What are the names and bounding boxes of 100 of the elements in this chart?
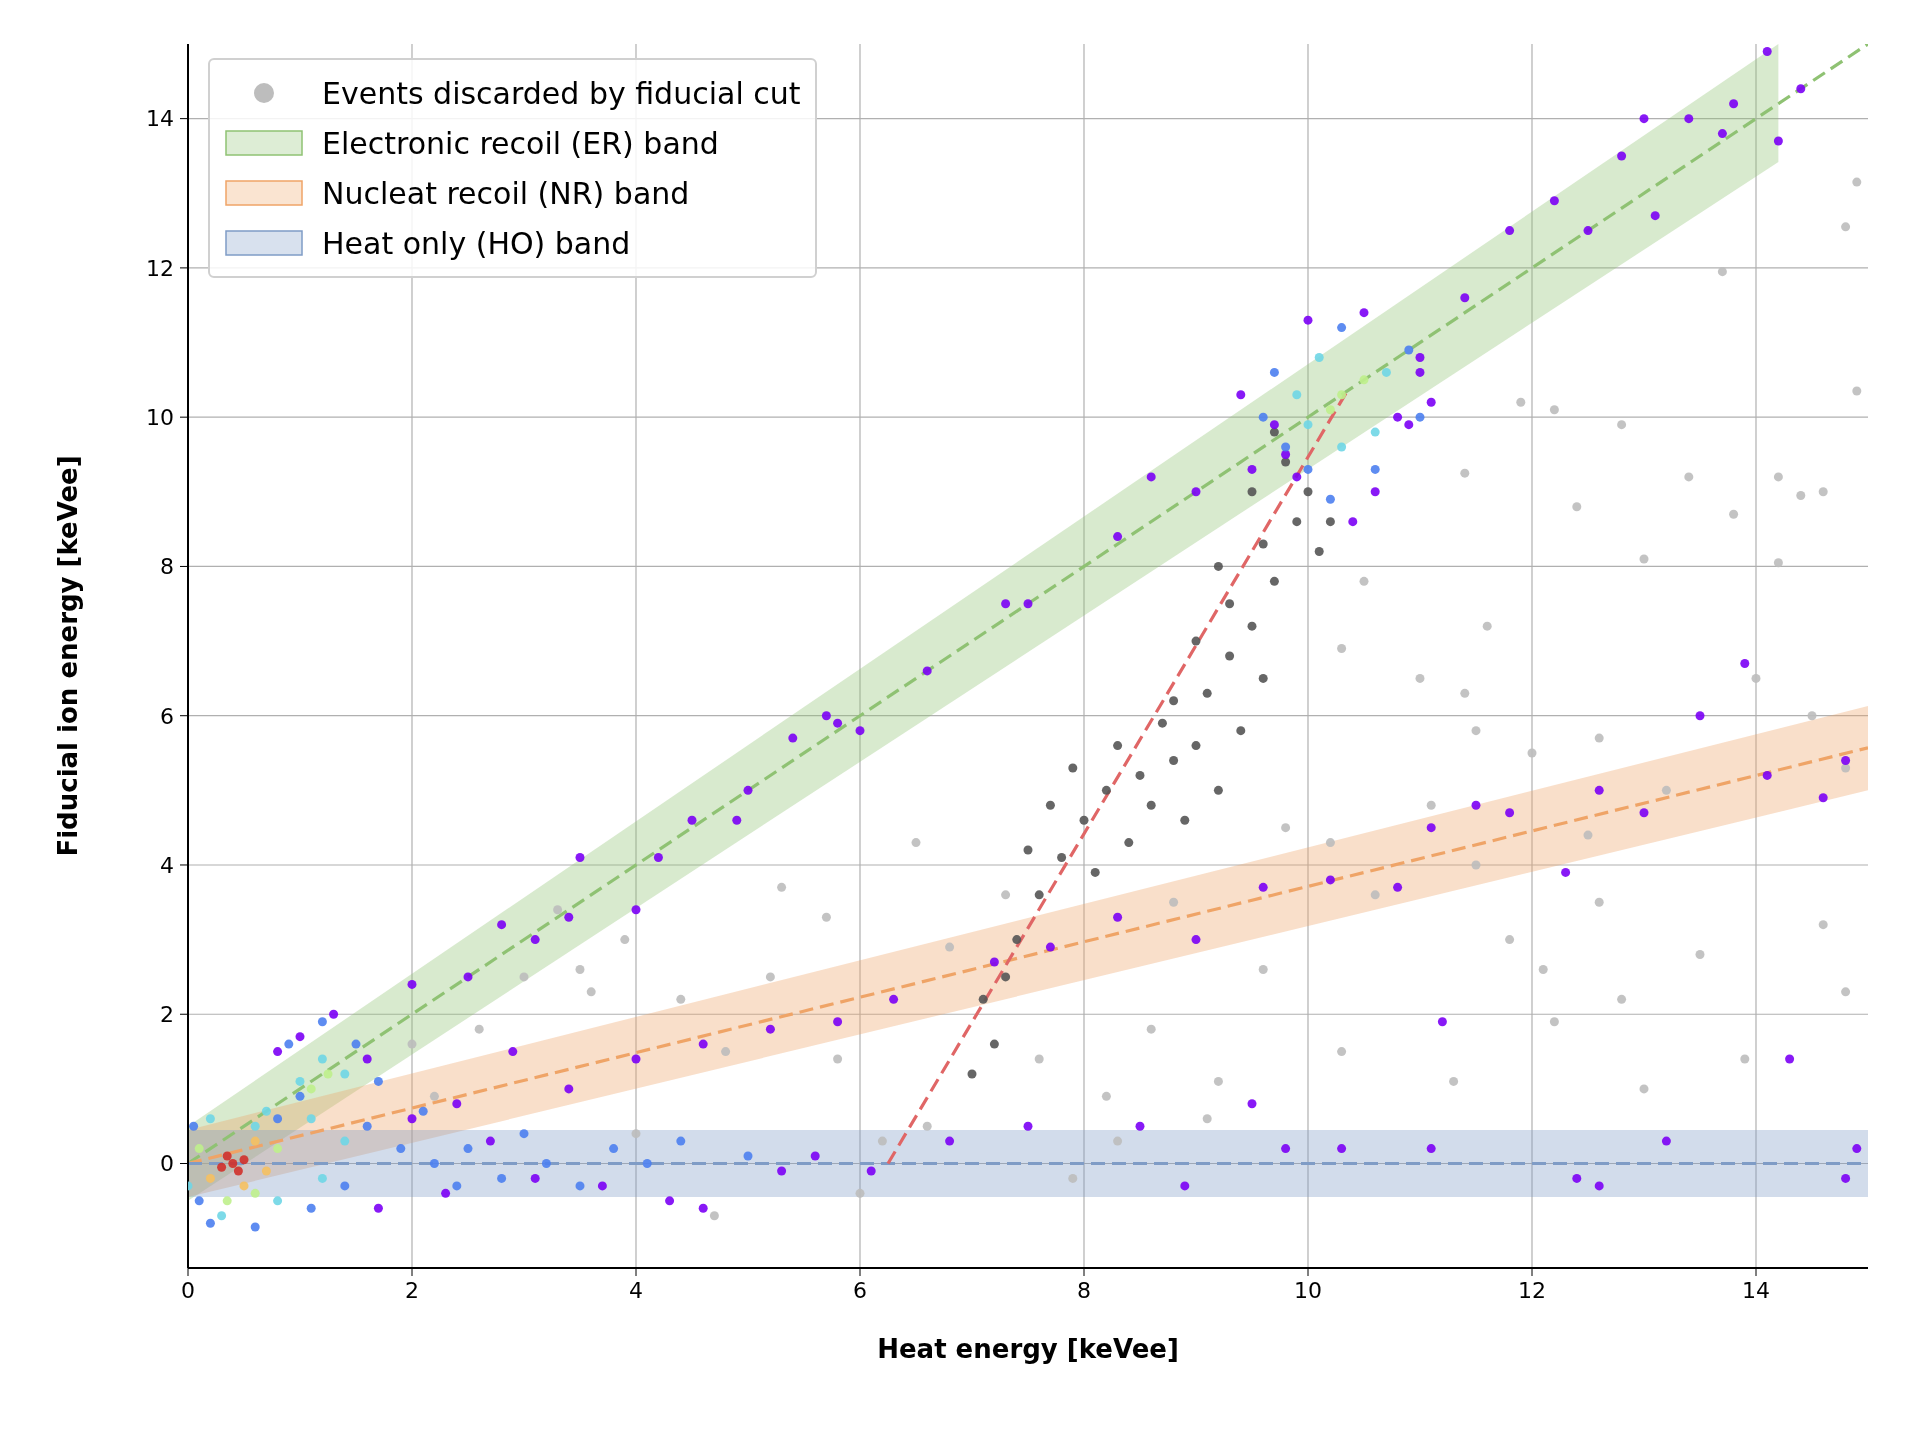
point <box>1169 755 1179 765</box>
point <box>1213 785 1223 795</box>
point <box>1325 405 1335 415</box>
point <box>1269 367 1279 377</box>
point <box>978 994 988 1004</box>
y-tick-label: 10 <box>146 404 174 430</box>
point <box>1258 673 1268 683</box>
point <box>1124 838 1134 848</box>
point <box>250 1188 260 1198</box>
point <box>217 1211 227 1221</box>
x-tick-label: 10 <box>1294 1277 1322 1303</box>
point <box>396 1144 406 1154</box>
point <box>1258 539 1268 549</box>
point <box>284 1039 294 1049</box>
point <box>1303 487 1313 497</box>
point <box>1337 442 1347 452</box>
y-tick-label: 0 <box>160 1151 174 1177</box>
point <box>205 1218 215 1228</box>
point <box>1359 375 1369 385</box>
point <box>1370 464 1380 474</box>
point <box>1225 599 1235 609</box>
legend-label: Heat only (HO) band <box>322 225 631 261</box>
point <box>676 1136 686 1146</box>
point <box>1001 972 1011 982</box>
point <box>1258 412 1268 422</box>
point <box>273 1144 283 1154</box>
point <box>1191 741 1201 751</box>
point <box>317 1054 327 1064</box>
point <box>1247 487 1257 497</box>
point <box>743 1151 753 1161</box>
legend-label: Events discarded by fiducial cut <box>322 75 801 111</box>
point <box>273 1114 283 1124</box>
point <box>519 1129 529 1139</box>
point <box>295 1091 305 1101</box>
point <box>1157 718 1167 728</box>
point <box>429 1159 439 1169</box>
point <box>418 1106 428 1116</box>
point <box>1225 651 1235 661</box>
point <box>233 1166 243 1176</box>
point <box>1236 726 1246 736</box>
point <box>306 1203 316 1213</box>
y-tick-label: 14 <box>146 106 174 132</box>
point <box>239 1155 249 1165</box>
point <box>1314 352 1324 362</box>
point <box>1213 561 1223 571</box>
point <box>261 1166 271 1176</box>
point <box>317 1173 327 1183</box>
point <box>340 1136 350 1146</box>
point <box>1057 853 1067 863</box>
point <box>351 1039 361 1049</box>
point <box>189 1121 199 1131</box>
x-tick-label: 12 <box>1518 1277 1546 1303</box>
y-tick-label: 8 <box>160 554 174 580</box>
point <box>609 1144 619 1154</box>
point <box>194 1196 204 1206</box>
legend-label: Electronic recoil (ER) band <box>322 125 719 161</box>
point <box>250 1121 260 1131</box>
point <box>373 1076 383 1086</box>
point <box>1191 636 1201 646</box>
point <box>1370 427 1380 437</box>
point <box>362 1121 372 1131</box>
point <box>1146 800 1156 810</box>
x-tick-label: 14 <box>1742 1277 1770 1303</box>
point <box>1269 576 1279 586</box>
point <box>642 1159 652 1169</box>
point <box>205 1114 215 1124</box>
point <box>250 1222 260 1232</box>
y-axis-title: Fiducial ion energy [keVee] <box>53 455 84 857</box>
point <box>1415 412 1425 422</box>
point <box>1045 800 1055 810</box>
y-tick-label: 4 <box>160 852 174 878</box>
x-tick-label: 8 <box>1077 1277 1091 1303</box>
x-axis-title: Heat energy [keVee] <box>877 1334 1179 1364</box>
point <box>1202 688 1212 698</box>
point <box>575 1181 585 1191</box>
point <box>340 1181 350 1191</box>
point <box>1135 770 1145 780</box>
point <box>273 1196 283 1206</box>
point <box>1101 785 1111 795</box>
point <box>239 1181 249 1191</box>
x-tick-label: 0 <box>181 1277 195 1303</box>
point <box>967 1069 977 1079</box>
point <box>228 1159 238 1169</box>
point <box>222 1151 232 1161</box>
point <box>306 1084 316 1094</box>
point <box>295 1076 305 1086</box>
point <box>306 1114 316 1124</box>
point <box>541 1159 551 1169</box>
x-tick-label: 2 <box>405 1277 419 1303</box>
point <box>1381 367 1391 377</box>
point <box>1034 890 1044 900</box>
point <box>323 1069 333 1079</box>
y-tick-label: 12 <box>146 255 174 281</box>
point <box>463 1144 473 1154</box>
point <box>317 1017 327 1027</box>
point <box>1281 442 1291 452</box>
x-tick-label: 6 <box>853 1277 867 1303</box>
point <box>1325 494 1335 504</box>
point <box>1068 763 1078 773</box>
point <box>1079 815 1089 825</box>
